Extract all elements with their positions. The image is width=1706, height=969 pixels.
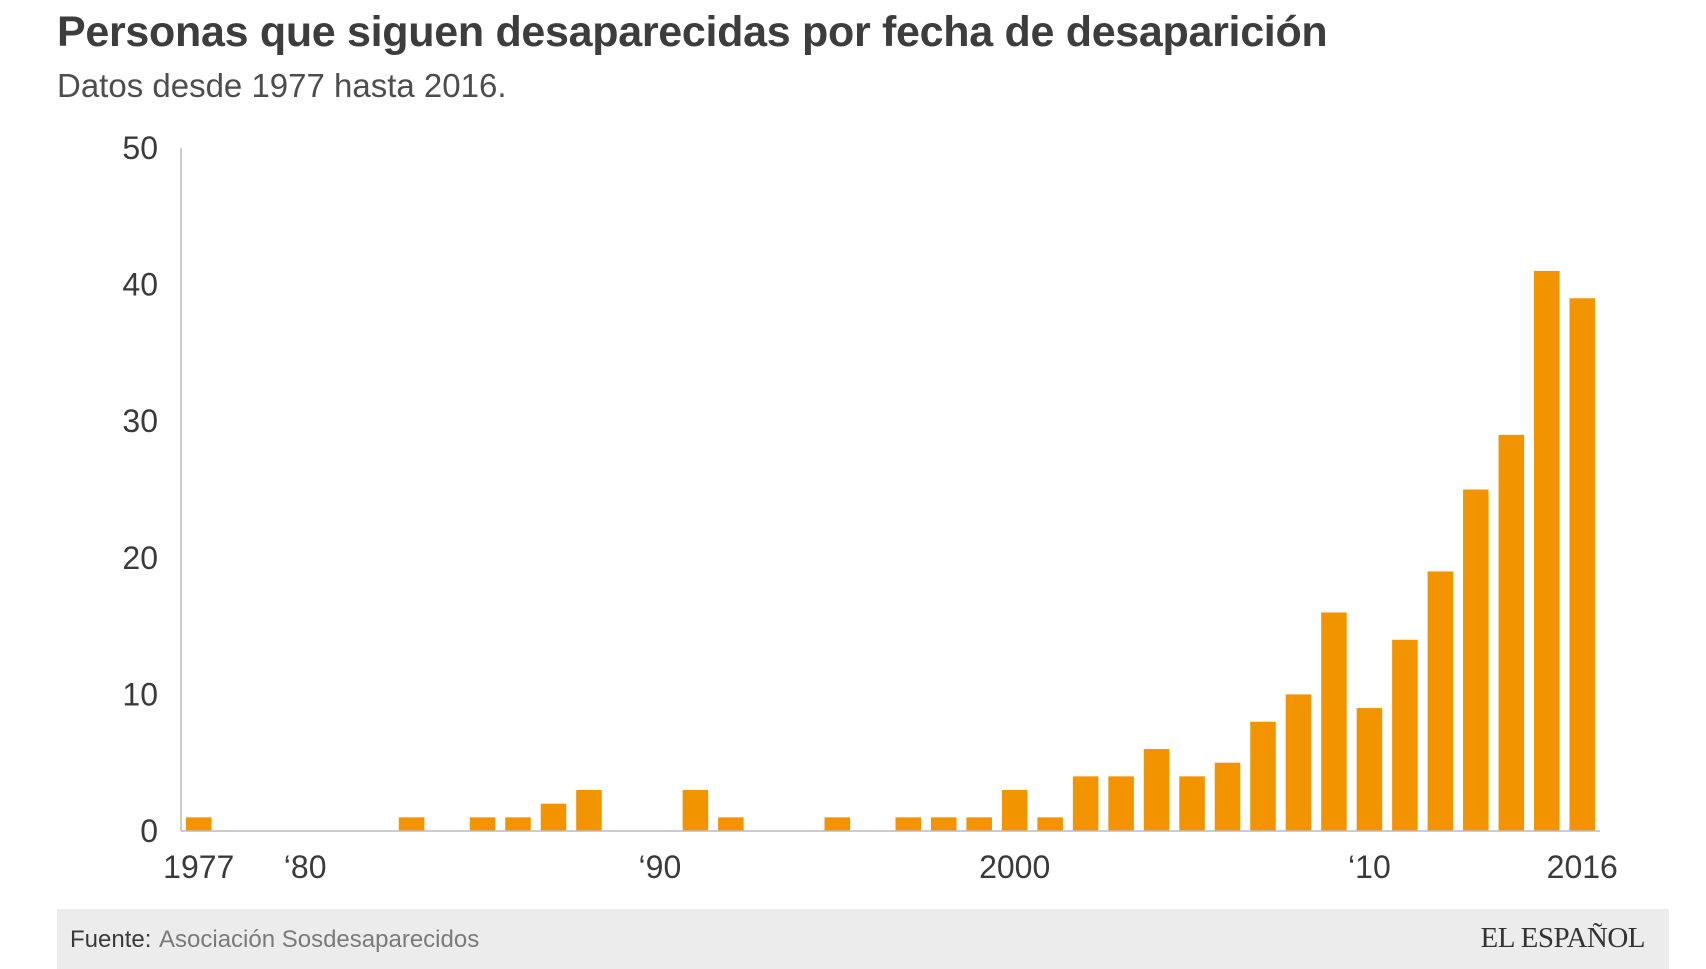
- bar-2011: [1392, 639, 1418, 831]
- bar-2005: [1179, 776, 1205, 831]
- source-value: Asociación Sosdesaparecidos: [159, 926, 480, 953]
- x-tick-label: ‘90: [639, 849, 682, 885]
- bars: [185, 270, 1596, 831]
- bar-1988: [576, 790, 602, 831]
- chart-title: Personas que siguen desaparecidas por fe…: [57, 8, 1328, 56]
- bar-chart: 0 10 20 30 40 50 1977 ‘80 ‘90 2000 ‘10 2016: [122, 130, 1618, 885]
- x-tick-label: 1977: [163, 849, 234, 885]
- bar-2002: [1072, 776, 1099, 831]
- bar-2008: [1285, 694, 1312, 831]
- y-tick-label: 10: [122, 676, 158, 712]
- bar-2015: [1534, 270, 1560, 831]
- bar-2003: [1108, 776, 1134, 831]
- bar-1987: [540, 803, 567, 831]
- bar-2010: [1356, 708, 1383, 831]
- y-tick-label: 30: [122, 403, 158, 439]
- chart-subtitle: Datos desde 1977 hasta 2016.: [57, 67, 507, 104]
- x-tick-label: 2016: [1547, 849, 1618, 885]
- bar-1977: [185, 817, 212, 831]
- y-tick-label: 40: [122, 267, 158, 303]
- el-espanol-logo: EL ESPAÑOL: [1480, 922, 1646, 954]
- bar-2012: [1427, 571, 1454, 831]
- source-label: Fuente:: [70, 926, 152, 953]
- bar-1998: [930, 817, 957, 831]
- y-tick-label: 50: [122, 130, 158, 166]
- x-axis-ticks: 1977 ‘80 ‘90 2000 ‘10 2016: [163, 849, 1618, 885]
- y-tick-label: 20: [122, 540, 158, 576]
- bar-1992: [718, 817, 744, 831]
- bar-2006: [1214, 762, 1241, 831]
- bar-2009: [1321, 612, 1347, 831]
- bar-2014: [1498, 434, 1525, 831]
- x-tick-label: ‘10: [1348, 849, 1391, 885]
- y-tick-label: 0: [140, 813, 158, 849]
- x-tick-label: 2000: [979, 849, 1050, 885]
- bar-2004: [1143, 749, 1170, 831]
- bar-2013: [1463, 489, 1489, 831]
- bar-2000: [1001, 790, 1028, 831]
- bar-1995: [824, 817, 851, 831]
- bar-1997: [895, 817, 922, 831]
- source-footer: Fuente: Asociación Sosdesaparecidos EL E…: [57, 909, 1669, 969]
- x-tick-label: ‘80: [284, 849, 327, 885]
- bar-1999: [966, 817, 992, 831]
- bar-2016: [1569, 298, 1596, 831]
- bar-1983: [398, 817, 425, 831]
- bar-1986: [505, 817, 531, 831]
- y-axis-ticks: 0 10 20 30 40 50: [122, 130, 158, 849]
- bar-2007: [1250, 721, 1276, 831]
- bar-1985: [469, 817, 496, 831]
- bar-2001: [1037, 817, 1063, 831]
- bar-1991: [682, 790, 709, 831]
